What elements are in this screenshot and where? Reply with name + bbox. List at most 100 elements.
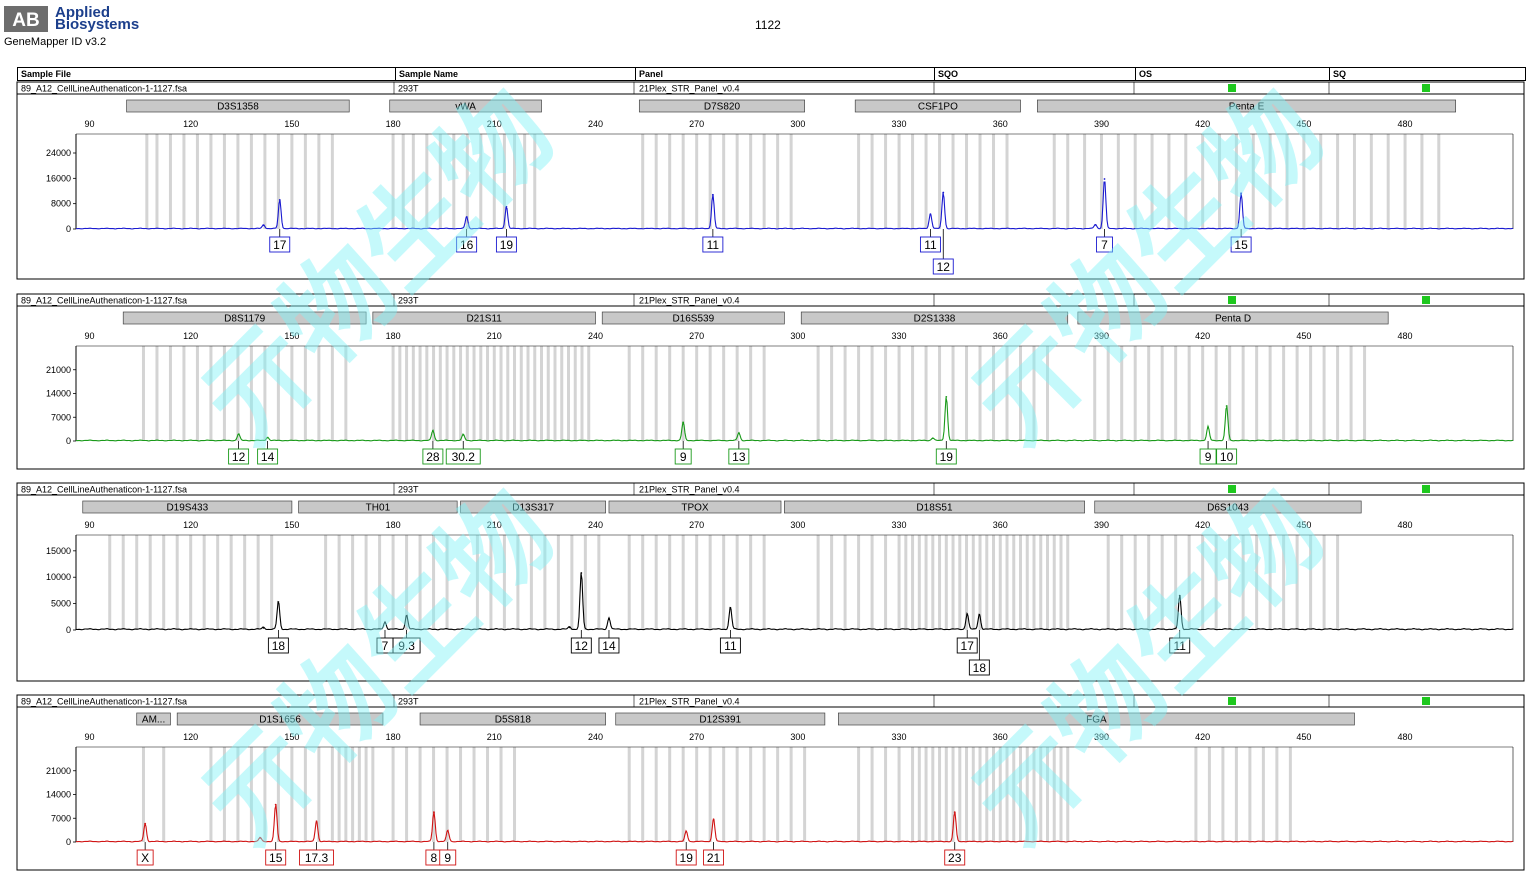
allele-bin: [924, 747, 928, 842]
peak-apex: [568, 626, 571, 629]
allele-bin: [432, 747, 436, 842]
allele-call-label: 17: [961, 639, 975, 653]
allele-bin: [270, 535, 274, 630]
allele-bin: [1045, 535, 1049, 630]
allele-bin: [364, 535, 368, 630]
marker-label: CSF1PO: [918, 102, 958, 113]
allele-bin: [290, 346, 294, 441]
document-title: 1122: [755, 18, 781, 32]
allele-call-label: 13: [732, 450, 746, 464]
column-header-panel[interactable]: Panel: [635, 68, 935, 80]
x-tick-label: 420: [1195, 119, 1210, 129]
allele-bin: [236, 747, 240, 842]
allele-bin: [526, 346, 530, 441]
allele-bin: [1349, 346, 1353, 441]
peak-apex: [237, 433, 240, 436]
allele-bin: [911, 346, 915, 441]
x-tick-label: 390: [1094, 520, 1109, 530]
peak-apex: [274, 803, 277, 806]
allele-bin: [944, 535, 948, 630]
x-tick-label: 210: [487, 119, 502, 129]
allele-bin: [1045, 747, 1049, 842]
allele-bin: [168, 346, 172, 441]
x-tick-label: 390: [1094, 331, 1109, 341]
allele-bin: [344, 346, 348, 441]
y-tick-label: 0: [66, 224, 71, 234]
allele-bin: [641, 346, 645, 441]
allele-bin: [472, 346, 476, 441]
allele-bin: [222, 346, 226, 441]
allele-bin: [135, 535, 139, 630]
allele-bin: [1025, 747, 1029, 842]
allele-bin: [992, 346, 996, 441]
allele-bin: [681, 134, 685, 229]
allele-bin: [722, 535, 726, 630]
allele-bin: [1218, 134, 1222, 229]
allele-bin: [1052, 535, 1056, 630]
allele-call-label: 12: [937, 260, 951, 274]
peak-apex: [942, 191, 945, 194]
allele-bin: [513, 346, 517, 441]
allele-call-label: 8: [431, 851, 438, 865]
allele-bin: [570, 535, 574, 630]
allele-bin: [978, 346, 982, 441]
allele-bin: [533, 346, 537, 441]
peak-apex: [682, 421, 685, 424]
allele-bin: [1234, 747, 1238, 842]
allele-bin: [263, 346, 267, 441]
y-tick-label: 24000: [46, 148, 71, 158]
allele-bin: [1025, 535, 1029, 630]
allele-bin: [1005, 535, 1009, 630]
column-header-os[interactable]: OS: [1135, 68, 1329, 80]
peak-apex: [1240, 192, 1243, 195]
column-header-sqo[interactable]: SQO: [934, 68, 1134, 80]
allele-bin: [529, 535, 533, 630]
allele-bin: [290, 134, 294, 229]
allele-bin: [506, 346, 510, 441]
x-tick-label: 120: [183, 732, 198, 742]
allele-bin: [985, 747, 989, 842]
column-header-sample-file[interactable]: Sample File: [21, 69, 72, 79]
y-tick-label: 21000: [46, 766, 71, 776]
allele-bin: [816, 346, 820, 441]
allele-bin: [1120, 346, 1124, 441]
allele-bin: [486, 747, 490, 842]
allele-bin: [479, 346, 483, 441]
allele-bin: [668, 134, 672, 229]
x-tick-label: 360: [993, 520, 1008, 530]
allele-bin: [884, 134, 888, 229]
x-tick-label: 300: [790, 119, 805, 129]
allele-bin: [1255, 535, 1259, 630]
y-tick-label: 16000: [46, 173, 71, 183]
allele-bin: [337, 535, 341, 630]
column-header-sample-name[interactable]: Sample Name: [395, 68, 637, 80]
allele-bin: [202, 535, 206, 630]
allele-bin: [1150, 134, 1154, 229]
allele-call-label: 19: [940, 450, 954, 464]
x-tick-label: 180: [386, 119, 401, 129]
allele-call-label: 10: [1220, 450, 1234, 464]
dye-panel-black: 89_A12_CellLineAuthenaticon-1-1127.fsa 29…: [16, 482, 1525, 682]
allele-bin: [1386, 134, 1390, 229]
allele-bin: [1322, 535, 1326, 630]
x-tick-label: 360: [993, 119, 1008, 129]
sample-name: 293T: [398, 697, 419, 707]
allele-bin: [708, 134, 712, 229]
allele-bin: [391, 346, 395, 441]
peak-apex: [953, 811, 956, 814]
brand-name-line2: Biosystems: [55, 16, 140, 33]
allele-bin: [249, 747, 253, 842]
allele-bin: [1201, 535, 1205, 630]
allele-call-box: [919, 236, 941, 253]
peak-apex: [315, 820, 318, 823]
peak-apex: [384, 621, 386, 624]
column-header-sq[interactable]: SQ: [1329, 68, 1523, 80]
allele-bin: [303, 747, 307, 842]
allele-bin: [1174, 346, 1178, 441]
allele-bin: [1005, 747, 1009, 842]
allele-bin: [1288, 747, 1292, 842]
allele-bin: [627, 535, 631, 630]
y-tick-label: 15000: [46, 546, 71, 556]
allele-call-label: 12: [575, 639, 589, 653]
allele-bin: [998, 747, 1002, 842]
